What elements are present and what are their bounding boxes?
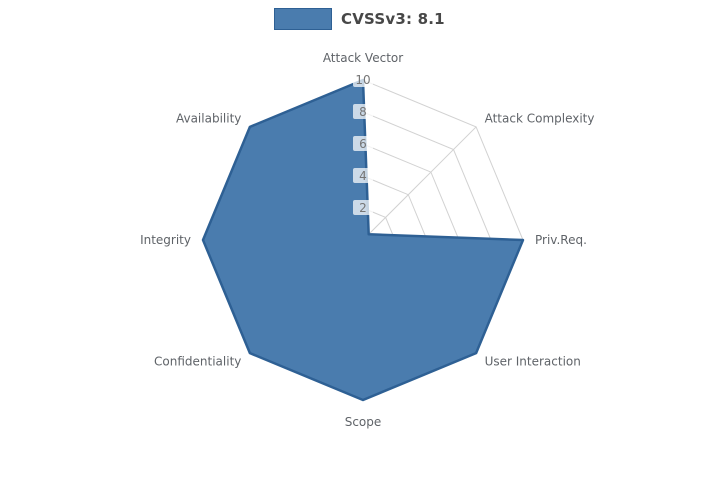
axis-label-scope: Scope (345, 415, 382, 429)
radial-tick-label: 4 (359, 169, 367, 183)
data-polygon (201, 78, 525, 402)
grid-spoke (362, 126, 477, 241)
axis-label-priv-req: Priv.Req. (535, 233, 587, 247)
legend-swatch (274, 8, 332, 30)
radial-tick-bg (353, 72, 373, 87)
radial-tick-label: 2 (359, 201, 367, 215)
radial-tick-bg (353, 168, 373, 183)
axis-label-attack-complexity: Attack Complexity (485, 111, 595, 125)
radial-tick-bg (353, 104, 373, 119)
legend: CVSSv3: 8.1 (274, 8, 445, 30)
radial-tick-label: 6 (359, 137, 367, 151)
legend-label: CVSSv3: 8.1 (341, 10, 445, 28)
axis-label-confidentiality: Confidentiality (154, 355, 241, 369)
axis-label-attack-vector: Attack Vector (323, 51, 403, 65)
axis-label-availability: Availability (176, 111, 241, 125)
radial-tick-label: 8 (359, 105, 367, 119)
radial-tick-bg (353, 136, 373, 151)
axis-label-user-interaction: User Interaction (485, 355, 581, 369)
radial-tick-label: 10 (355, 73, 370, 87)
axis-label-integrity: Integrity (140, 233, 191, 247)
radial-tick-bg (353, 200, 373, 215)
